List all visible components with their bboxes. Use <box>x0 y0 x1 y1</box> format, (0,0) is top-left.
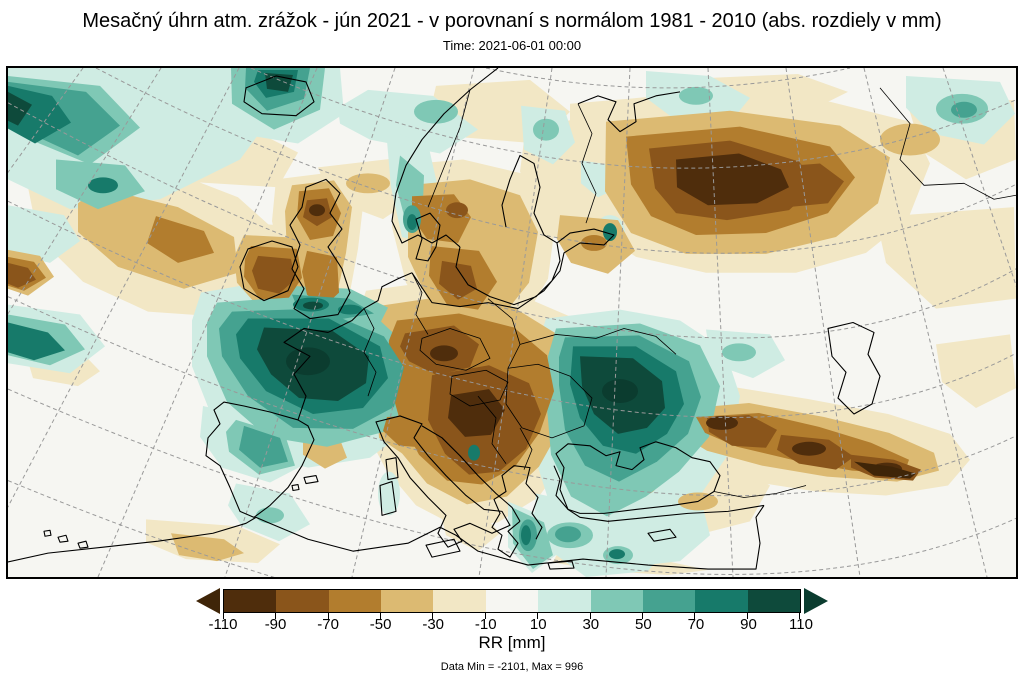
colorbar-segment <box>485 590 539 612</box>
figure-title: Mesačný úhrn atm. zrážok - jún 2021 - v … <box>82 10 942 32</box>
colorbar-tick-mark <box>537 612 539 619</box>
colorbar-tick-label: 90 <box>740 616 757 633</box>
wet-anomaly-deepest <box>8 72 665 434</box>
country-borders <box>363 87 1016 498</box>
colorbar-tick-mark <box>589 612 591 619</box>
colorbar-tick-label: -110 <box>208 616 238 633</box>
colorbar-segment <box>276 590 329 612</box>
colorbar-segment <box>224 590 277 612</box>
colorbar-tick-label: 10 <box>529 616 547 633</box>
colorbar-segment <box>590 590 643 612</box>
colorbar-tick-mark <box>484 612 486 619</box>
colorbar-tick-label: 30 <box>582 616 600 633</box>
colorbar-label: RR [mm] <box>478 633 546 652</box>
colorbar-tick-label: -50 <box>369 616 392 633</box>
colorbar-segment <box>747 590 800 612</box>
colorbar-tick-mark <box>746 612 748 619</box>
colorbar-tick-mark <box>432 612 434 619</box>
colorbar-tick-label: 110 <box>789 616 813 633</box>
map-panel <box>6 66 1018 579</box>
colorbar-segment <box>381 590 434 612</box>
colorbar-tick-label: -70 <box>317 616 339 633</box>
colorbar-tick-label: 50 <box>635 616 652 633</box>
colorbar-over-arrow <box>804 588 828 614</box>
colorbar-tick-label: 70 <box>687 616 705 633</box>
colorbar-tick-label: -30 <box>422 616 445 633</box>
figure-subtitle: Time: 2021-06-01 00:00 <box>442 38 582 53</box>
colorbar-under-arrow <box>196 588 220 614</box>
colorbar-ticks: -110 -90 -70 -50 -30 -10 10 30 50 70 90 110 <box>209 616 813 634</box>
colorbar-tick-mark <box>223 612 224 619</box>
colorbar-tick-label: -90 <box>264 616 287 633</box>
data-min-max-footer: Data Min = -2101, Max = 996 <box>440 661 584 673</box>
colorbar-segments <box>223 589 801 619</box>
europe-precip-anomaly-map <box>8 68 1016 577</box>
colorbar-tick-label: -10 <box>474 616 497 633</box>
coastlines <box>8 68 881 570</box>
graticule <box>8 68 1016 577</box>
colorbar-tick-mark <box>694 612 696 619</box>
dry-anomaly-deepest <box>309 153 916 479</box>
colorbar-segment <box>328 590 382 612</box>
colorbar <box>196 588 828 619</box>
colorbar-segment <box>433 590 486 612</box>
colorbar-segment <box>642 590 696 612</box>
colorbar-tick-mark <box>641 612 643 619</box>
colorbar-tick-mark <box>327 612 329 619</box>
colorbar-segment <box>695 590 748 612</box>
colorbar-tick-mark <box>380 612 382 619</box>
colorbar-segment <box>538 590 591 612</box>
colorbar-tick-mark <box>275 612 277 619</box>
colorbar-tick-mark <box>799 612 800 619</box>
